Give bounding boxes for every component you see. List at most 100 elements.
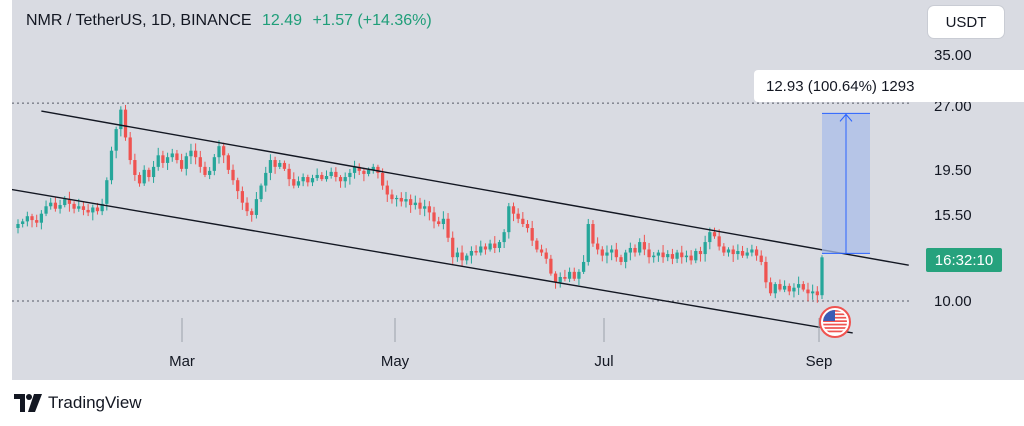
last-price: 12.49 [262, 12, 303, 29]
candle-body [572, 271, 576, 279]
candle-body [610, 249, 614, 253]
candle-body [591, 224, 595, 244]
candle-body [432, 212, 436, 222]
candle-body [764, 261, 768, 283]
candle-body [203, 166, 207, 175]
candle-body [497, 242, 502, 248]
tradingview-branding[interactable]: TradingView [14, 393, 142, 413]
candle-body [329, 171, 333, 176]
candle-body [581, 261, 586, 272]
candle-body [399, 197, 403, 202]
candle-body [105, 180, 109, 204]
price-range-label: 12.93 (100.64%) 1293 [754, 70, 1024, 102]
price-chart[interactable]: 10.00 15.50 19.50 27.00 35.00 Mar May Jul Sep [12, 0, 1024, 380]
candle-body [465, 255, 469, 261]
candle-body [413, 202, 417, 206]
candle-body [684, 255, 689, 258]
candle-body [21, 221, 25, 225]
candle-body [535, 240, 539, 250]
candle-body [778, 284, 782, 290]
candle-body [72, 203, 76, 209]
candle-body [245, 202, 249, 212]
candle-body [451, 237, 455, 258]
candle-body [740, 250, 745, 256]
candle-body [128, 137, 132, 161]
candle-body [698, 250, 703, 255]
candle-body [184, 156, 188, 169]
candle-body [217, 146, 221, 158]
candle-body [362, 170, 366, 174]
candle-body [142, 169, 146, 184]
candle-body [175, 153, 179, 161]
candle-body [768, 282, 773, 294]
candle-body [516, 213, 520, 219]
flag-stripe [823, 330, 847, 333]
candle-body [119, 109, 123, 130]
candle-body [324, 175, 329, 180]
candle-body [156, 155, 160, 167]
flag-stripe [823, 323, 847, 326]
candle-body [479, 246, 483, 253]
candle-body [366, 169, 371, 174]
candle-body [352, 166, 357, 173]
candle-body [797, 284, 801, 288]
candle-body [638, 242, 642, 253]
candle-body [675, 252, 679, 259]
candle-body [310, 178, 315, 183]
candle-body [320, 174, 324, 180]
candle-body [469, 250, 474, 256]
candle-body [278, 162, 282, 167]
candle-body [670, 254, 675, 259]
candle-body [811, 291, 815, 294]
candle-body [208, 170, 212, 175]
candle-body [189, 150, 193, 157]
candle-body [194, 150, 198, 158]
candle-body [652, 255, 656, 258]
tradingview-logo-icon [14, 394, 42, 412]
candle-body [231, 169, 235, 181]
candle-body [292, 179, 296, 186]
candle-body [123, 109, 128, 138]
candle-body [259, 185, 263, 200]
candle-body [792, 287, 796, 292]
chart-area[interactable]: 10.00 15.50 19.50 27.00 35.00 Mar May Jul Sep [12, 0, 1024, 380]
candle-body [315, 174, 319, 179]
candle-body [423, 206, 427, 209]
candle-body [404, 199, 408, 202]
candle-body [240, 191, 244, 203]
candle-body [782, 285, 787, 290]
candle-body [385, 185, 389, 195]
y-tick-label: 35.00 [934, 47, 972, 64]
candle-body [409, 199, 413, 206]
candle-body [95, 207, 100, 212]
candle-body [446, 218, 450, 238]
candle-body [301, 177, 305, 182]
currency-button[interactable]: USDT [928, 6, 1004, 38]
candle-body [455, 252, 460, 258]
candle-body [16, 224, 20, 228]
candle-body [390, 194, 394, 200]
candle-body [380, 172, 385, 186]
candle-body [264, 172, 268, 186]
candle-body [820, 257, 824, 296]
candle-body [165, 157, 170, 163]
candle-body [787, 285, 791, 292]
candle-body [236, 180, 240, 192]
candle-body [306, 177, 310, 183]
candle-body [268, 160, 273, 173]
candle-body [806, 289, 810, 294]
candle-body [343, 177, 347, 182]
candle-body [77, 206, 81, 209]
candle-body [30, 216, 34, 221]
candle-body [441, 218, 445, 225]
candle-body [731, 249, 735, 255]
flag-canton [823, 310, 835, 321]
candle-body [282, 162, 287, 169]
candle-body [137, 174, 142, 184]
y-tick-label: 27.00 [934, 98, 972, 115]
x-tick-label: Mar [169, 353, 195, 370]
y-tick-label: 15.50 [934, 207, 972, 224]
candle-body [624, 252, 628, 262]
candle-body [642, 242, 646, 250]
candle-body [745, 252, 749, 256]
